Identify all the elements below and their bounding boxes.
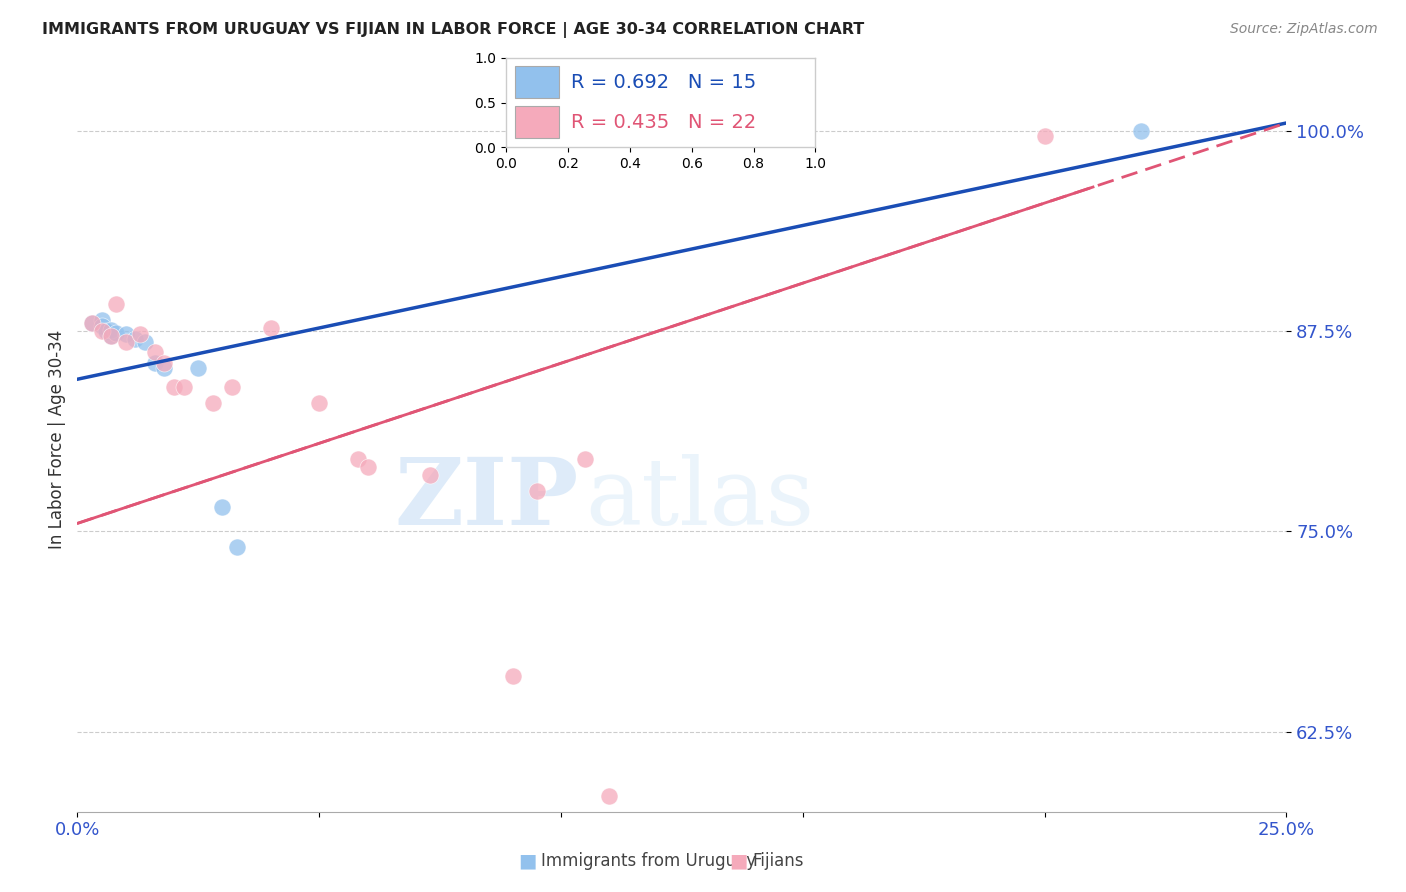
- Point: [129, 327, 152, 342]
- Point: [260, 321, 283, 335]
- Point: [1130, 124, 1153, 138]
- Point: [100, 329, 122, 343]
- Text: Immigrants from Uruguay: Immigrants from Uruguay: [541, 852, 756, 870]
- Point: [143, 356, 166, 370]
- Point: [90, 324, 112, 338]
- Point: [114, 327, 136, 342]
- Point: [153, 356, 176, 370]
- Point: [187, 361, 209, 376]
- Point: [100, 329, 122, 343]
- Point: [173, 380, 195, 394]
- Point: [201, 396, 224, 410]
- Point: [226, 541, 249, 555]
- Point: [502, 668, 524, 682]
- Point: [105, 297, 128, 311]
- Point: [96, 324, 118, 338]
- Y-axis label: In Labor Force | Age 30-34: In Labor Force | Age 30-34: [48, 330, 66, 549]
- Text: R = 0.435   N = 22: R = 0.435 N = 22: [571, 112, 756, 132]
- Text: ■: ■: [728, 851, 748, 871]
- Point: [90, 313, 112, 327]
- Point: [134, 335, 156, 350]
- Point: [100, 322, 122, 336]
- Point: [211, 500, 233, 515]
- Point: [1033, 128, 1056, 143]
- Text: atlas: atlas: [585, 454, 814, 544]
- FancyBboxPatch shape: [516, 106, 558, 138]
- Point: [114, 335, 136, 350]
- Point: [143, 345, 166, 359]
- Point: [80, 316, 103, 330]
- Point: [80, 316, 103, 330]
- Text: ■: ■: [517, 851, 537, 871]
- Text: IMMIGRANTS FROM URUGUAY VS FIJIAN IN LABOR FORCE | AGE 30-34 CORRELATION CHART: IMMIGRANTS FROM URUGUAY VS FIJIAN IN LAB…: [42, 22, 865, 38]
- Point: [221, 380, 243, 394]
- Point: [105, 326, 128, 340]
- FancyBboxPatch shape: [516, 66, 558, 98]
- Point: [163, 380, 186, 394]
- Point: [598, 789, 620, 803]
- Point: [419, 468, 441, 483]
- Point: [308, 396, 330, 410]
- Point: [153, 361, 176, 376]
- Point: [574, 452, 596, 467]
- Point: [526, 484, 548, 499]
- Text: Source: ZipAtlas.com: Source: ZipAtlas.com: [1230, 22, 1378, 37]
- Point: [90, 319, 112, 334]
- Text: Fijians: Fijians: [752, 852, 804, 870]
- Point: [124, 332, 146, 346]
- Text: R = 0.692   N = 15: R = 0.692 N = 15: [571, 72, 756, 92]
- Point: [347, 452, 370, 467]
- Point: [356, 460, 378, 475]
- Text: ZIP: ZIP: [395, 454, 579, 544]
